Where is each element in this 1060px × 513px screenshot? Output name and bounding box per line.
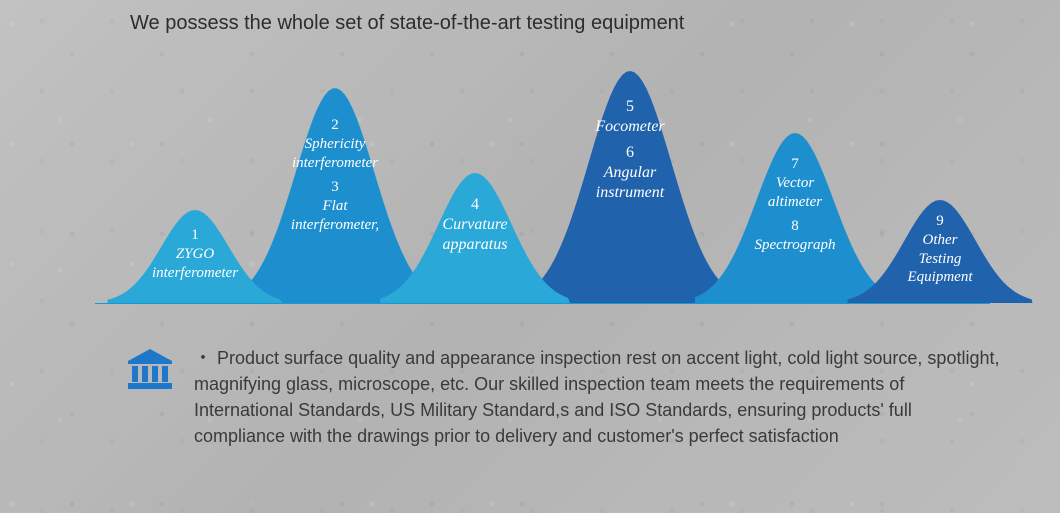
hill-chart: 5Focometer6Angularinstrument2Sphericityi… — [0, 44, 1060, 304]
page-title: We possess the whole set of state-of-the… — [130, 12, 684, 35]
hill-caption: OtherTestingEquipment — [908, 231, 973, 287]
institution-icon — [128, 349, 172, 394]
hill-label: 9OtherTestingEquipment — [908, 212, 973, 287]
baseline-rule — [95, 303, 990, 304]
hill-number: 9 — [908, 212, 973, 231]
body-paragraph: Product surface quality and appearance i… — [194, 345, 1000, 449]
